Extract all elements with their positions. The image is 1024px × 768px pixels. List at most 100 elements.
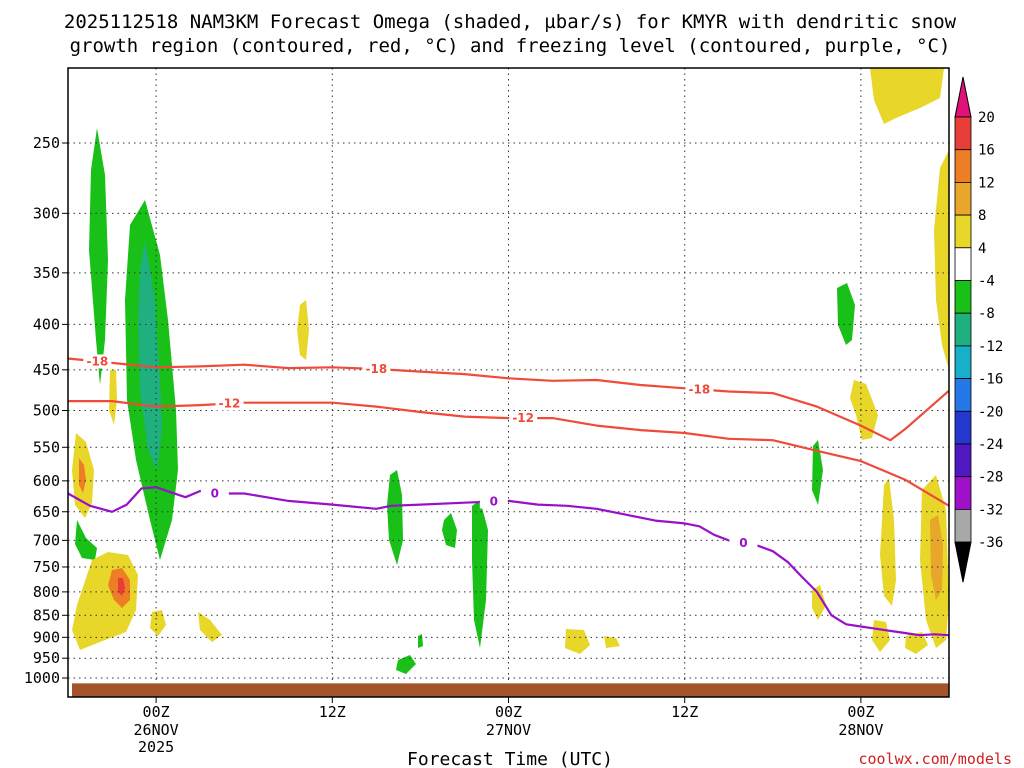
grid-lines (68, 68, 949, 697)
x-tick-date: 26NOV (134, 721, 179, 739)
omega-region-yellow (872, 620, 890, 652)
y-tick-label: 450 (33, 361, 60, 379)
contour-label--18: -18 (87, 354, 109, 368)
contour-label-bg (509, 411, 538, 426)
colorbar-label: -32 (978, 502, 1003, 518)
omega-region-green (442, 513, 457, 548)
omega-region-yellow (109, 370, 117, 425)
colorbar-swatch (954, 378, 972, 412)
contour-label--12: -12 (512, 411, 534, 425)
colorbar-bottom-arrow (954, 541, 972, 583)
colorbar-label: 8 (978, 208, 986, 224)
contour-label-bg (200, 486, 229, 501)
omega-region-yellow (934, 150, 949, 370)
x-tick-date: 27NOV (486, 721, 531, 739)
plot-frame (67, 67, 950, 698)
x-tick-label: 00Z (847, 703, 874, 721)
y-tick-label: 250 (33, 134, 60, 152)
y-tick-label: 1000 (24, 669, 60, 687)
contour-label-bg (215, 396, 244, 411)
colorbar-swatch (954, 280, 972, 314)
colorbar-label: 12 (978, 175, 995, 191)
omega-region-yellow (150, 610, 166, 636)
colorbar-swatch (954, 476, 972, 510)
omega-region-yellow (880, 478, 896, 606)
terrain-band (72, 683, 949, 697)
chart-subtitle: growth region (contoured, red, °C) and f… (70, 35, 951, 57)
y-tick-label: 900 (33, 628, 60, 646)
y-tick-label: 850 (33, 606, 60, 624)
omega-shading (72, 68, 949, 674)
omega-region-yellow (198, 612, 222, 642)
temperature-contours: -18 -18 -18 -12 -12 0 0 0 (67, 354, 950, 637)
contour-label--18: -18 (689, 382, 711, 396)
colorbar-swatch (954, 247, 972, 281)
colorbar-swatch (954, 508, 972, 543)
contour-label-bg (729, 536, 758, 551)
omega-region-green (89, 128, 108, 385)
colorbar-label: 20 (978, 110, 995, 126)
contour-label-bg (83, 354, 112, 369)
x-tick-label: 12Z (671, 703, 698, 721)
contour-label-bg (362, 361, 391, 376)
y-axis-tick-labels: 250 300 350 400 450 500 550 600 650 700 750 800 850 9… (24, 134, 68, 687)
contour-line--18 (67, 357, 950, 442)
omega-region-yellow (850, 380, 878, 440)
colorbar-swatch (954, 149, 972, 183)
y-tick-label: 750 (33, 558, 60, 576)
colorbar-label: -24 (978, 437, 1003, 453)
x-tick-label: 00Z (495, 703, 522, 721)
colorbar-label: -20 (978, 404, 1003, 420)
y-tick-label: 350 (33, 264, 60, 282)
contour-label-0: 0 (739, 536, 747, 550)
omega-region-orange (79, 458, 86, 493)
colorbar-label: -4 (978, 274, 995, 290)
colorbar-swatch (954, 214, 972, 249)
y-tick-label: 400 (33, 315, 60, 333)
colorbar-label: -28 (978, 470, 1003, 486)
omega-region-yellow (812, 585, 826, 620)
colorbar-label: -8 (978, 306, 995, 322)
colorbar-label: 16 (978, 143, 995, 159)
omega-region-yellow (565, 629, 590, 654)
credit-text: coolwx.com/models (858, 750, 1012, 768)
omega-region-green (396, 655, 416, 674)
colorbar-label: 4 (978, 241, 986, 257)
ground-terrain (72, 683, 949, 697)
colorbar-swatch (954, 443, 972, 478)
contour-label-0: 0 (490, 495, 498, 509)
contour-label-0: 0 (211, 487, 219, 501)
contour-label--12: -12 (219, 396, 241, 410)
x-axis-label: Forecast Time (UTC) (407, 749, 613, 768)
colorbar-top-arrow (954, 76, 972, 118)
y-tick-label: 550 (33, 438, 60, 456)
colorbar-swatch (954, 116, 972, 151)
omega-region-yellow (604, 636, 620, 648)
colorbar-label: -12 (978, 339, 1003, 355)
x-tick-date: 28NOV (838, 721, 883, 739)
y-tick-label: 300 (33, 204, 60, 222)
colorbar-swatch (954, 181, 972, 216)
y-tick-label: 600 (33, 472, 60, 490)
contour-label--18: -18 (366, 362, 388, 376)
omega-region-gold (930, 515, 943, 600)
y-tick-label: 800 (33, 583, 60, 601)
omega-region-yellow (297, 300, 309, 360)
colorbar: 20 16 12 8 4 -4 -8 -12 -16 -20 -24 -28 -32 -36 (954, 76, 1003, 583)
contour-line-0 (67, 486, 950, 637)
omega-region-green (418, 634, 423, 648)
y-tick-label: 650 (33, 503, 60, 521)
y-tick-label: 700 (33, 531, 60, 549)
omega-region-green (472, 500, 488, 648)
x-tick-label: 12Z (319, 703, 346, 721)
chart-title: 2025112518 NAM3KM Forecast Omega (shaded… (64, 11, 957, 33)
contour-label-bg (479, 494, 508, 509)
colorbar-swatch (954, 410, 972, 445)
omega-region-green (812, 440, 823, 505)
contour-line--12 (68, 400, 950, 507)
colorbar-label: -36 (978, 535, 1003, 551)
y-tick-label: 500 (33, 402, 60, 420)
omega-region-green (837, 283, 855, 345)
